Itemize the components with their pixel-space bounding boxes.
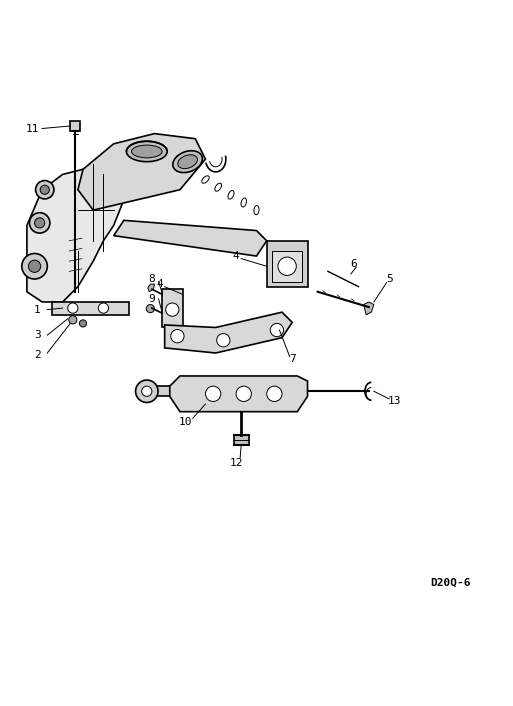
Circle shape [22,253,47,279]
Circle shape [68,303,78,313]
Circle shape [171,330,184,343]
Polygon shape [70,121,81,131]
Circle shape [35,181,54,199]
Text: 10: 10 [179,417,192,427]
Ellipse shape [228,191,234,199]
Ellipse shape [254,205,259,215]
Circle shape [28,260,41,273]
Circle shape [142,386,152,396]
Circle shape [80,320,87,327]
Circle shape [267,386,282,402]
Ellipse shape [215,183,222,191]
Text: 1: 1 [34,304,41,315]
Text: D20Q-6: D20Q-6 [430,578,471,587]
Polygon shape [27,164,124,302]
Text: 7: 7 [289,354,295,364]
Circle shape [135,380,158,402]
Text: 2: 2 [34,349,41,359]
Text: 13: 13 [387,397,401,407]
Circle shape [278,257,297,275]
Text: 8: 8 [149,274,155,284]
Polygon shape [78,133,206,210]
Polygon shape [52,302,129,315]
Text: 4: 4 [233,251,240,261]
Circle shape [206,386,221,402]
Polygon shape [272,251,303,282]
Ellipse shape [131,145,162,158]
Polygon shape [165,312,292,353]
Circle shape [146,304,154,313]
Text: 11: 11 [25,124,39,133]
Polygon shape [233,435,249,445]
Circle shape [34,217,45,228]
Circle shape [236,386,251,402]
Text: 12: 12 [229,457,243,467]
Ellipse shape [241,198,246,207]
Polygon shape [162,289,183,328]
Polygon shape [170,376,307,412]
Circle shape [270,323,284,337]
Circle shape [216,334,230,347]
Circle shape [166,303,179,316]
Ellipse shape [126,141,167,162]
Circle shape [40,185,49,194]
Polygon shape [364,302,374,315]
Text: 4: 4 [156,279,163,289]
Circle shape [29,213,50,233]
Polygon shape [114,220,267,256]
Polygon shape [144,386,256,396]
Text: 5: 5 [386,274,392,284]
Polygon shape [267,241,307,287]
Ellipse shape [202,176,209,184]
Ellipse shape [173,151,203,172]
Polygon shape [148,284,154,292]
Ellipse shape [178,155,198,169]
Text: 9: 9 [149,294,155,304]
Circle shape [98,303,109,313]
Text: 6: 6 [350,258,357,269]
Text: 3: 3 [34,330,41,340]
Circle shape [69,316,77,324]
